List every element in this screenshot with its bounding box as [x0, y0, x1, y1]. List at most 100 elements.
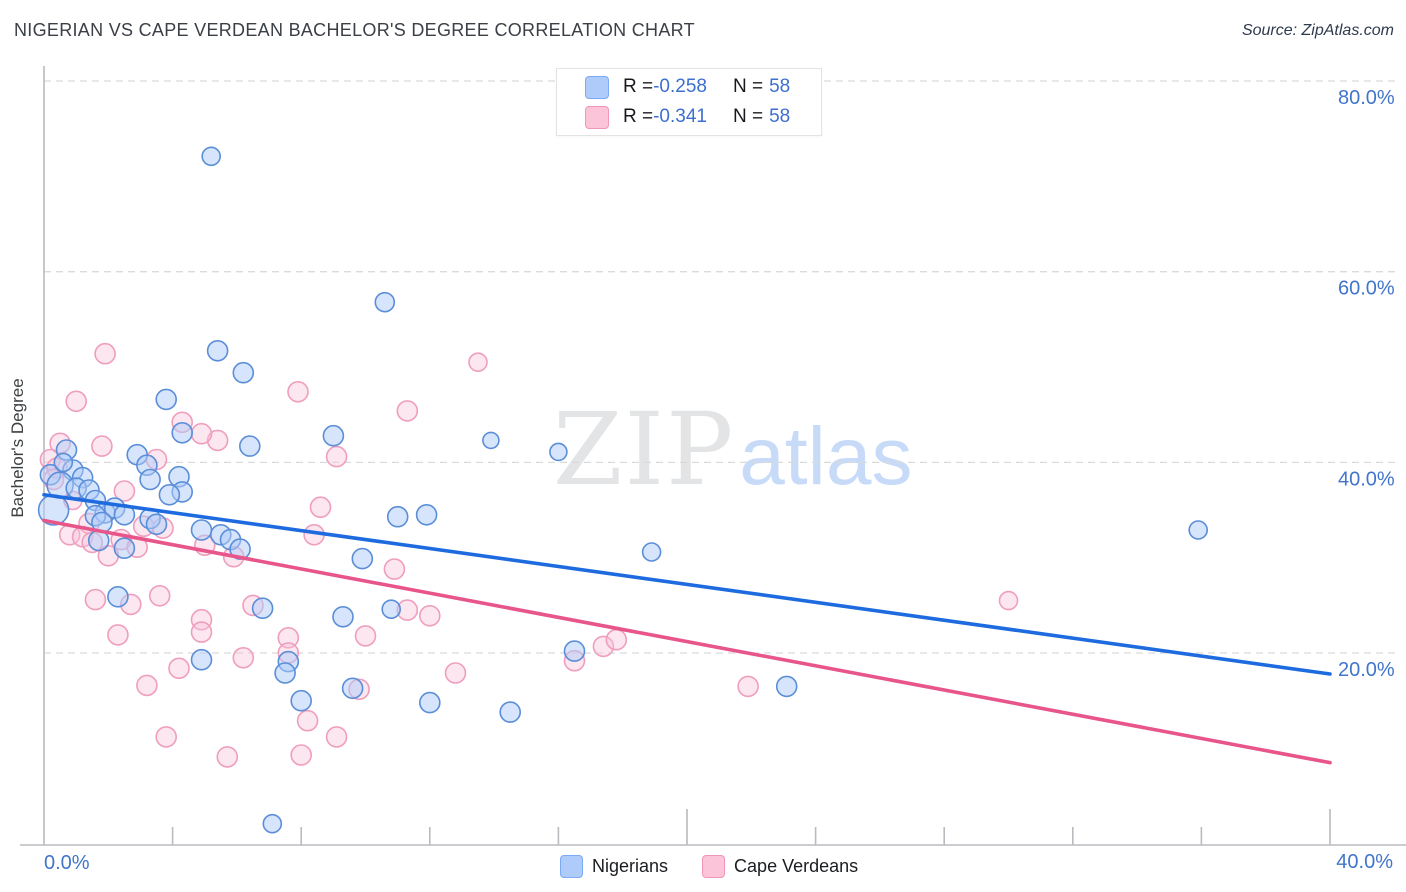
n-value-nigerians: 58: [769, 76, 791, 97]
scatter-point-nigerians[interactable]: [190, 519, 213, 541]
cape-verdeans-swatch-icon: [585, 105, 609, 129]
scatter-point-cape-verdeans[interactable]: [190, 422, 213, 445]
scatter-point-nigerians[interactable]: [190, 648, 213, 671]
scatter-point-cape-verdeans[interactable]: [148, 584, 171, 607]
y-axis-tick-label-20: 20.0%: [1338, 659, 1395, 681]
chart-title: NIGERIAN VS CAPE VERDEAN BACHELOR'S DEGR…: [14, 20, 695, 40]
r-value-nigerians: -0.258: [653, 76, 707, 97]
scatter-point-cape-verdeans[interactable]: [277, 626, 300, 649]
scatter-point-nigerians[interactable]: [381, 599, 402, 620]
scatter-point-nigerians[interactable]: [322, 424, 345, 447]
y-axis-tick-label-80: 80.0%: [1338, 87, 1395, 109]
scatter-point-cape-verdeans[interactable]: [383, 558, 406, 580]
scatter-point-nigerians[interactable]: [549, 442, 568, 462]
scatter-point-cape-verdeans[interactable]: [325, 445, 348, 468]
scatter-point-cape-verdeans[interactable]: [206, 429, 229, 452]
scatter-point-nigerians[interactable]: [775, 675, 798, 698]
scatter-point-nigerians[interactable]: [171, 421, 193, 444]
scatter-point-cape-verdeans[interactable]: [605, 628, 628, 651]
trend-line-cape-verdeans: [42, 518, 1332, 765]
scatter-point-nigerians[interactable]: [53, 452, 74, 473]
legend-row-cape-verdeans: R = -0.341 N = 58: [557, 104, 821, 130]
scatter-point-cape-verdeans[interactable]: [155, 726, 177, 748]
scatter-point-nigerians[interactable]: [374, 291, 396, 313]
zipatlas-watermark: ZIP atlas: [553, 391, 913, 510]
scatter-point-cape-verdeans[interactable]: [65, 390, 87, 413]
scatter-point-cape-verdeans[interactable]: [113, 480, 136, 502]
r-label: R =: [623, 106, 654, 127]
scatter-point-nigerians[interactable]: [482, 431, 500, 450]
scatter-point-cape-verdeans[interactable]: [107, 624, 129, 646]
legend-row-nigerians: R = -0.258 N = 58: [557, 74, 821, 100]
watermark-zip: ZIP: [553, 391, 736, 508]
scatter-point-nigerians[interactable]: [158, 483, 181, 506]
scatter-point-cape-verdeans[interactable]: [354, 625, 377, 647]
scatter-point-nigerians[interactable]: [386, 505, 409, 528]
scatter-point-nigerians[interactable]: [274, 662, 296, 684]
scatter-point-cape-verdeans[interactable]: [136, 674, 158, 697]
scatter-point-cape-verdeans[interactable]: [296, 709, 319, 732]
scatter-point-cape-verdeans[interactable]: [309, 496, 332, 519]
scatter-point-nigerians[interactable]: [145, 513, 168, 536]
scatter-point-nigerians[interactable]: [155, 388, 177, 411]
scatter-point-nigerians[interactable]: [201, 146, 221, 167]
scatter-point-nigerians[interactable]: [239, 435, 261, 457]
watermark-atlas: atlas: [739, 411, 913, 502]
nigerians-swatch-icon: [585, 75, 609, 99]
trend-line-nigerians: [42, 492, 1332, 676]
r-value-cape-verdeans: -0.341: [653, 106, 707, 127]
scatter-point-nigerians[interactable]: [499, 701, 522, 723]
scatter-point-cape-verdeans[interactable]: [468, 352, 488, 373]
scatter-point-cape-verdeans[interactable]: [325, 726, 348, 748]
scatter-point-cape-verdeans[interactable]: [94, 342, 116, 365]
scatter-point-nigerians[interactable]: [107, 585, 129, 608]
scatter-point-nigerians[interactable]: [332, 605, 354, 628]
scatter-point-cape-verdeans[interactable]: [91, 435, 113, 457]
correlation-legend-box: R = -0.258 N = 58 R = -0.341 N = 58: [556, 68, 822, 136]
scatter-point-cape-verdeans[interactable]: [190, 608, 213, 631]
scatter-point-cape-verdeans[interactable]: [216, 746, 239, 768]
scatter-point-cape-verdeans[interactable]: [290, 744, 313, 766]
cape-verdeans-legend-swatch-icon: [702, 855, 726, 878]
n-value-cape-verdeans: 58: [769, 106, 791, 127]
scatter-point-cape-verdeans[interactable]: [232, 646, 255, 669]
scatter-point-cape-verdeans[interactable]: [84, 588, 107, 611]
scatter-point-nigerians[interactable]: [351, 547, 374, 570]
scatter-point-cape-verdeans[interactable]: [998, 590, 1019, 611]
source-attribution: Source: ZipAtlas.com: [1241, 22, 1394, 39]
scatter-point-cape-verdeans[interactable]: [418, 604, 441, 627]
series-legend: Nigerians Cape Verdeans: [560, 855, 892, 878]
scatter-point-cape-verdeans[interactable]: [592, 635, 615, 658]
scatter-point-cape-verdeans[interactable]: [444, 662, 467, 684]
scatter-point-cape-verdeans[interactable]: [287, 380, 309, 403]
scatter-point-nigerians[interactable]: [341, 677, 364, 700]
scatter-point-nigerians[interactable]: [262, 813, 283, 834]
scatter-point-cape-verdeans[interactable]: [396, 400, 419, 422]
scatter-point-nigerians[interactable]: [139, 468, 161, 491]
n-label: N =: [732, 76, 764, 97]
y-axis-tick-label-40: 40.0%: [1338, 468, 1395, 490]
nigerians-legend-label: Nigerians: [592, 856, 669, 876]
scatter-point-nigerians[interactable]: [415, 503, 438, 526]
scatter-point-cape-verdeans[interactable]: [190, 621, 213, 643]
scatter-point-nigerians[interactable]: [251, 597, 274, 620]
x-axis-label-max: 40.0%: [1336, 851, 1393, 873]
scatter-point-nigerians[interactable]: [113, 537, 136, 560]
scatter-point-cape-verdeans[interactable]: [737, 675, 759, 698]
scatter-point-nigerians[interactable]: [563, 640, 586, 662]
scatter-point-cape-verdeans[interactable]: [168, 657, 190, 680]
scatter-point-nigerians[interactable]: [290, 689, 313, 712]
r-label: R =: [623, 76, 654, 97]
cape-verdeans-legend-label: Cape Verdeans: [734, 856, 859, 876]
scatter-point-nigerians[interactable]: [641, 542, 662, 562]
scatter-point-nigerians[interactable]: [206, 339, 229, 362]
scatter-point-nigerians[interactable]: [1188, 520, 1208, 540]
x-axis-label-min: 0.0%: [44, 852, 90, 874]
nigerians-legend-swatch-icon: [560, 855, 583, 878]
y-axis-tick-label-60: 60.0%: [1338, 278, 1395, 300]
scatter-point-nigerians[interactable]: [232, 361, 255, 384]
scatter-point-nigerians[interactable]: [418, 691, 441, 714]
n-label: N =: [732, 106, 764, 127]
